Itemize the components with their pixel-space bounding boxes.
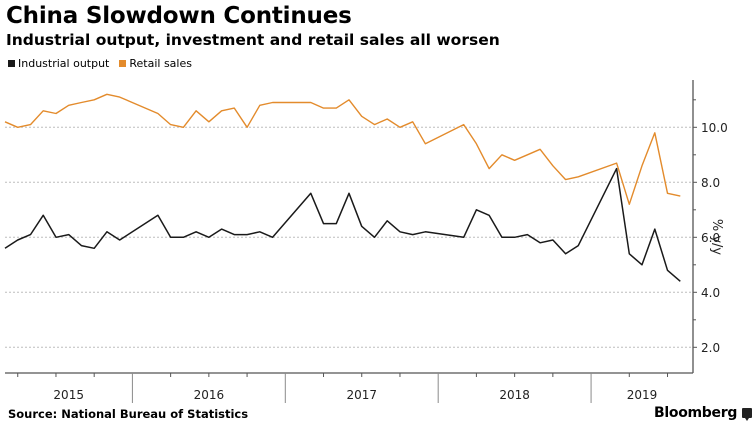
legend-item-retail[interactable]: Retail sales [119, 57, 192, 70]
x-year-label: 2017 [346, 388, 377, 402]
y-tick-label: 2.0 [701, 341, 720, 355]
y-tick-label: 6.0 [701, 231, 720, 245]
retail-sales-line [4, 93, 681, 206]
x-year-label: 2015 [53, 388, 84, 402]
legend-swatch-retail [119, 60, 127, 67]
series-lines [4, 93, 681, 282]
brand-name: Bloomberg [654, 405, 738, 421]
chart-subtitle: Industrial output, investment and retail… [6, 31, 500, 49]
legend: Industrial output Retail sales [8, 57, 192, 70]
industrial-output-line [4, 167, 681, 282]
y-tick-label: 10.0 [701, 121, 728, 135]
bloomberg-logo: Bloomberg [654, 405, 753, 421]
y-tick-label: 8.0 [701, 176, 720, 190]
legend-label-retail: Retail sales [129, 57, 192, 70]
y-axis-label: % y/y [709, 219, 724, 256]
y-tick-label: 4.0 [701, 286, 720, 300]
x-axis: 2015 2016 2017 2018 2019 [5, 372, 693, 403]
gridlines [5, 126, 693, 348]
source-note: Source: National Bureau of Statistics [8, 407, 249, 421]
chat-bubble-icon [742, 408, 753, 421]
legend-item-industrial[interactable]: Industrial output [8, 57, 109, 70]
y-axis: 2.0 4.0 6.0 8.0 10.0 [692, 80, 728, 373]
x-year-label: 2018 [499, 388, 530, 402]
x-year-label: 2019 [627, 388, 658, 402]
x-year-label: 2016 [194, 388, 225, 402]
legend-swatch-industrial [8, 60, 15, 67]
chart-title: China Slowdown Continues [6, 3, 352, 29]
legend-label-industrial: Industrial output [18, 57, 110, 70]
